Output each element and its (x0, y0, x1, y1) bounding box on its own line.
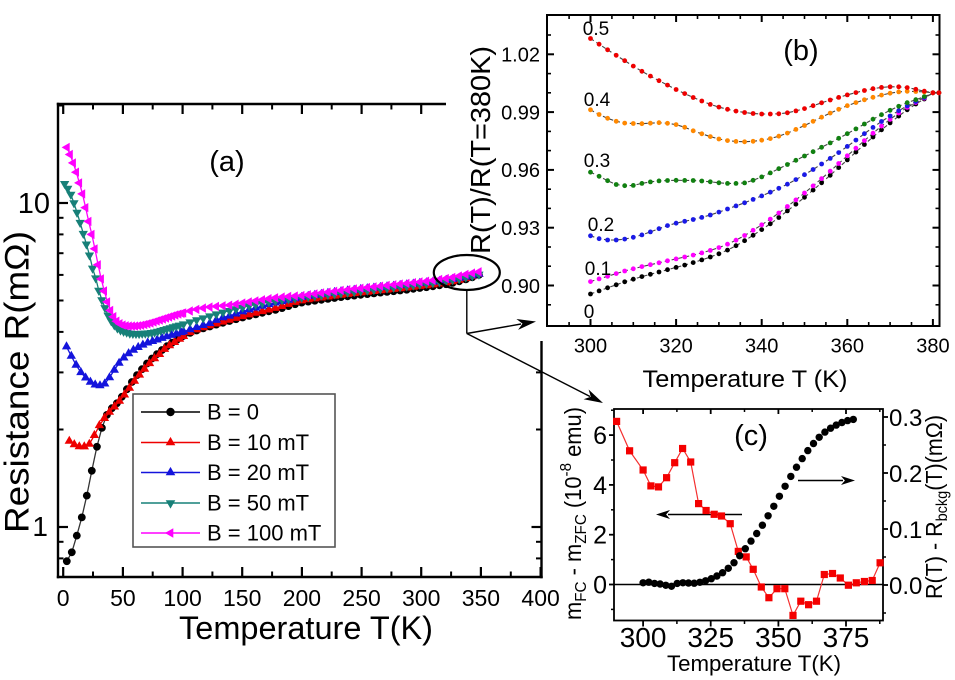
svg-text:340: 340 (745, 336, 778, 358)
svg-text:350: 350 (755, 622, 802, 653)
svg-text:(b): (b) (783, 35, 818, 67)
svg-text:B = 50 mT: B = 50 mT (207, 491, 309, 516)
svg-text:0.1: 0.1 (585, 259, 611, 280)
svg-text:B = 20 mT: B = 20 mT (207, 460, 309, 485)
svg-text:0.0: 0.0 (889, 573, 922, 600)
svg-text:320: 320 (659, 336, 692, 358)
svg-text:Temperature T(K): Temperature T(K) (667, 651, 841, 676)
svg-text:mFC - mZFC (10-8 emu): mFC - mZFC (10-8 emu) (558, 407, 590, 620)
svg-text:1.02: 1.02 (501, 45, 540, 67)
svg-text:0.90: 0.90 (501, 276, 540, 298)
svg-text:1: 1 (32, 511, 48, 542)
svg-text:0.5: 0.5 (583, 19, 609, 40)
svg-text:(a): (a) (209, 146, 244, 178)
svg-text:0.3: 0.3 (584, 151, 610, 172)
svg-text:(c): (c) (734, 420, 768, 452)
svg-text:150: 150 (223, 585, 261, 611)
svg-text:0.93: 0.93 (501, 218, 540, 240)
svg-text:360: 360 (831, 336, 864, 358)
svg-text:Temperature T (K): Temperature T (K) (643, 366, 848, 393)
svg-text:0.3: 0.3 (889, 405, 922, 432)
svg-text:350: 350 (462, 585, 500, 611)
svg-text:325: 325 (687, 622, 734, 653)
svg-text:2: 2 (593, 522, 607, 550)
svg-text:100: 100 (163, 585, 201, 611)
svg-text:B = 10 mT: B = 10 mT (207, 430, 309, 455)
svg-text:B = 0: B = 0 (207, 400, 259, 425)
svg-text:4: 4 (593, 472, 607, 500)
svg-text:400: 400 (521, 585, 559, 611)
svg-text:380: 380 (916, 336, 949, 358)
svg-text:300: 300 (402, 585, 440, 611)
svg-text:375: 375 (823, 622, 870, 653)
svg-text:0.4: 0.4 (584, 90, 611, 111)
svg-text:0.2: 0.2 (588, 215, 614, 236)
svg-text:0.99: 0.99 (501, 102, 540, 124)
svg-text:0: 0 (57, 585, 70, 611)
svg-text:300: 300 (574, 336, 607, 358)
svg-text:300: 300 (620, 622, 667, 653)
svg-text:R(T) - Rbckg(T)(mΩ): R(T) - Rbckg(T)(mΩ) (921, 415, 951, 599)
svg-text:250: 250 (342, 585, 380, 611)
svg-text:0.96: 0.96 (501, 160, 540, 182)
svg-text:0.1: 0.1 (889, 517, 922, 544)
svg-text:B = 100 mT: B = 100 mT (207, 521, 321, 546)
svg-text:200: 200 (283, 585, 321, 611)
svg-text:R(T)/R(T=380K): R(T)/R(T=380K) (465, 46, 496, 254)
svg-text:50: 50 (110, 585, 136, 611)
svg-text:10: 10 (18, 188, 50, 220)
svg-text:0.2: 0.2 (889, 461, 922, 488)
svg-text:0: 0 (584, 302, 595, 323)
svg-text:Temperature T(K): Temperature T(K) (179, 610, 433, 646)
svg-text:0: 0 (593, 572, 607, 600)
svg-text:Resistance R(mΩ): Resistance R(mΩ) (0, 231, 37, 533)
svg-text:6: 6 (593, 422, 607, 450)
